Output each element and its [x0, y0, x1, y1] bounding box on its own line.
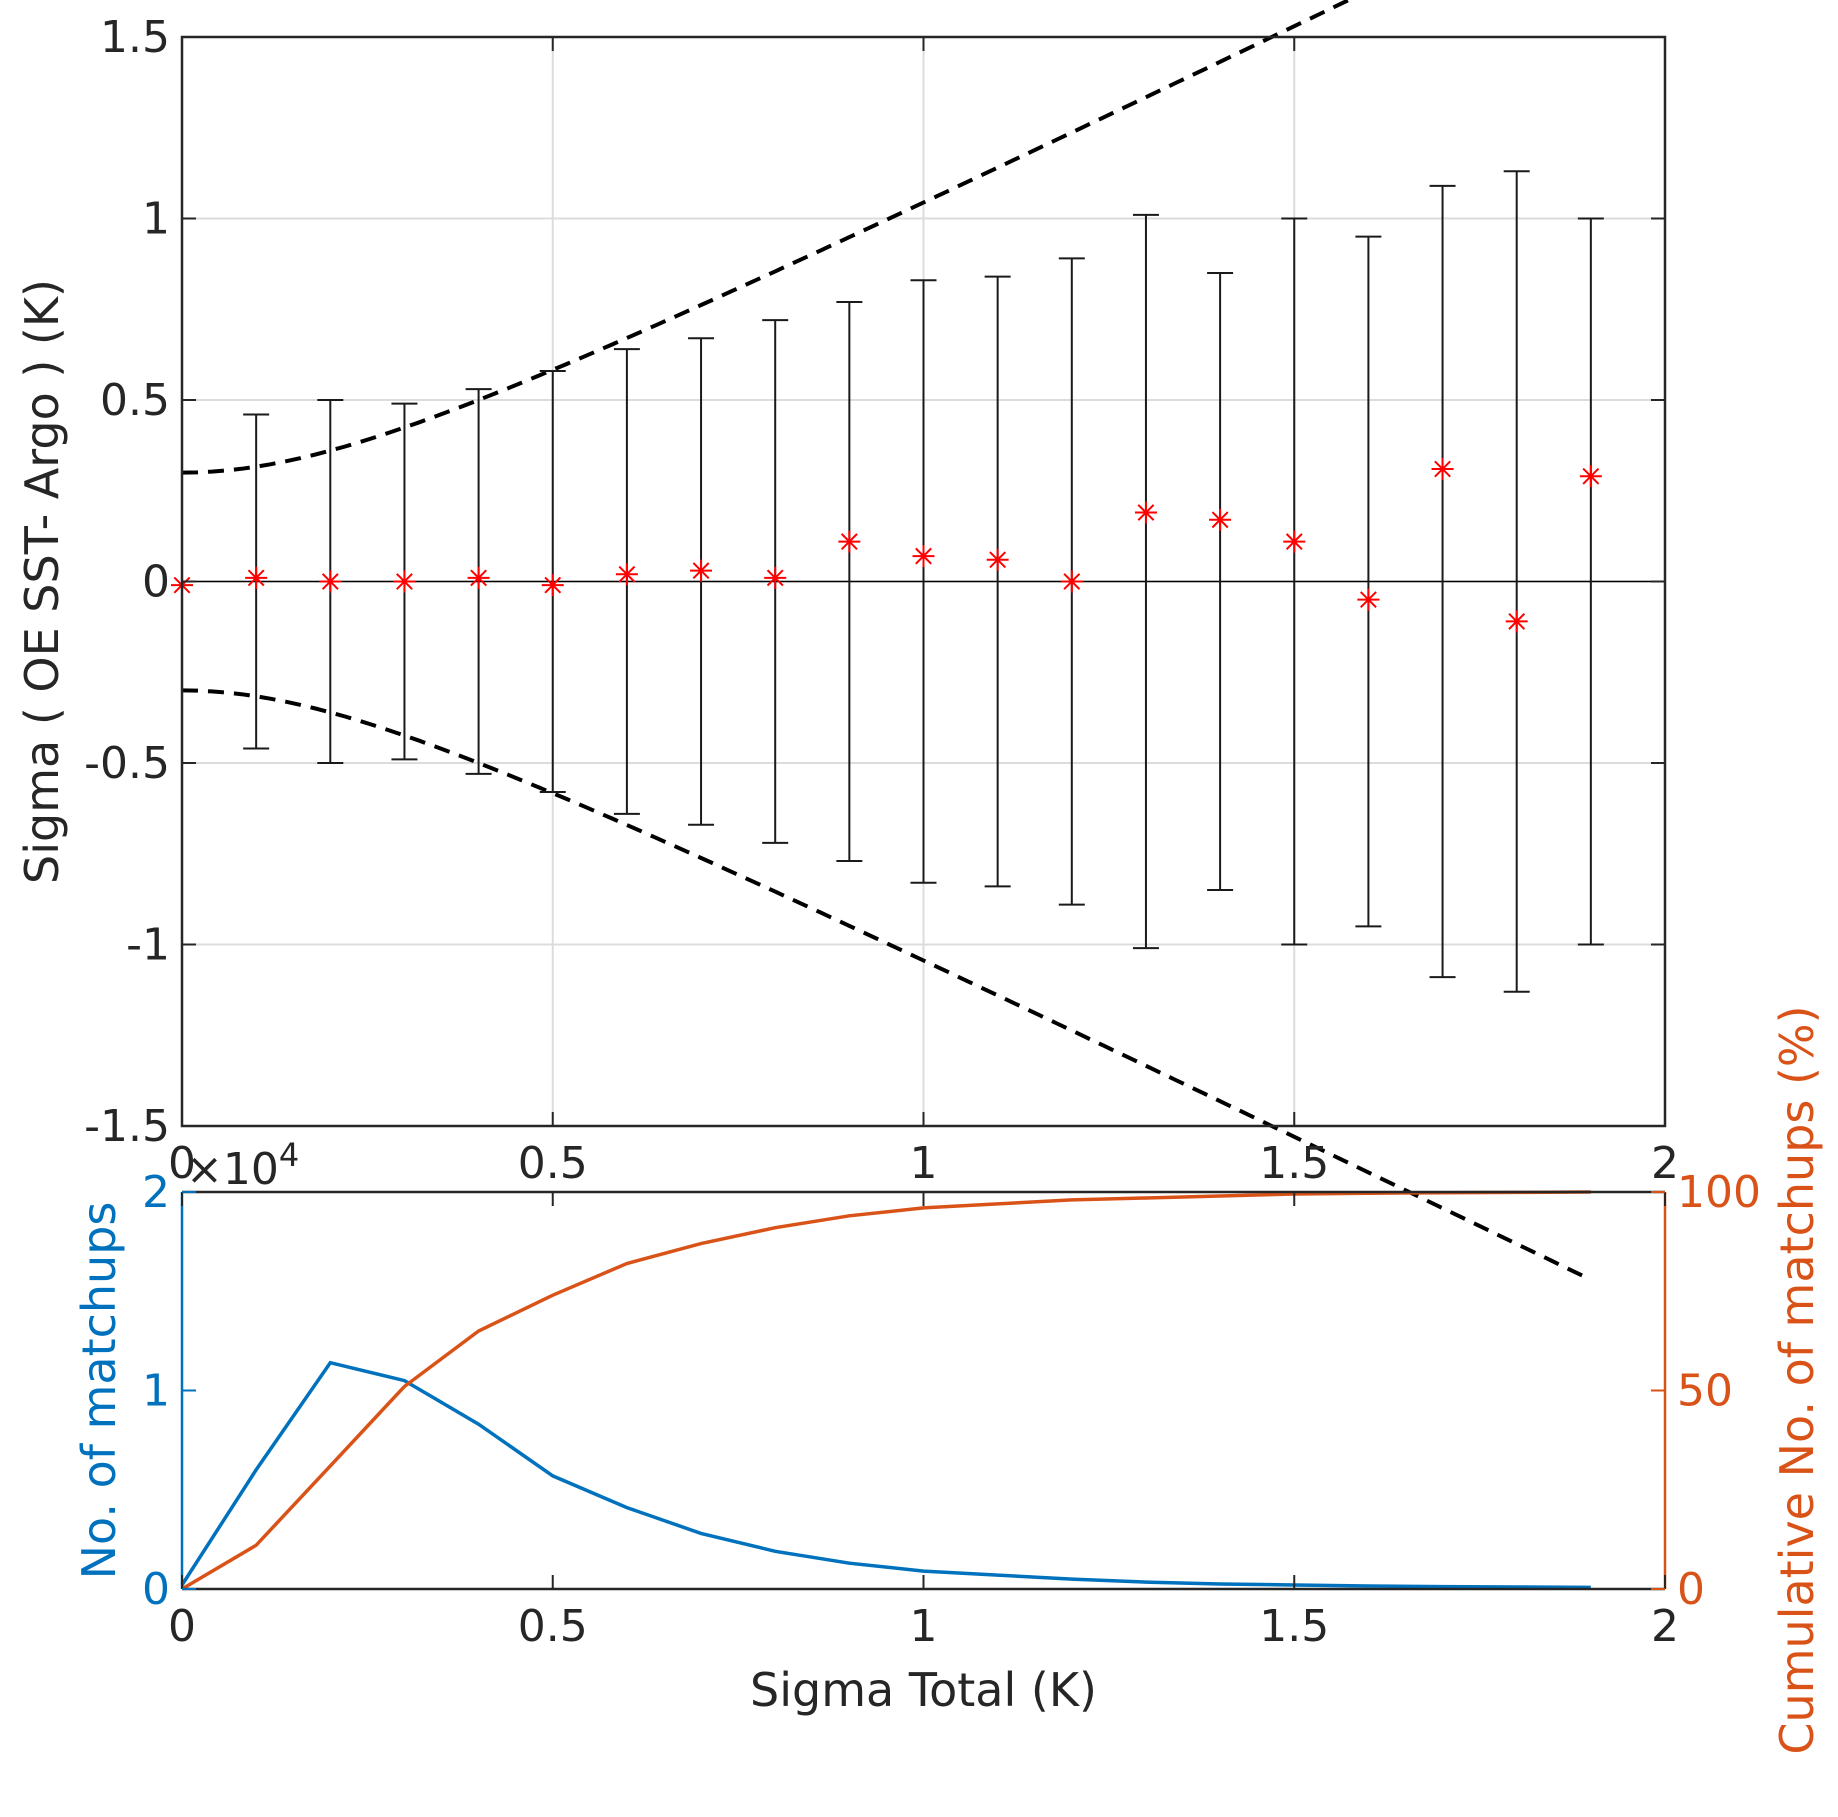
marker-stroke — [618, 565, 636, 583]
dashed-envelope — [181, 0, 1592, 1282]
x-tick-label: 0 — [168, 1138, 196, 1189]
mean-marker — [1209, 508, 1232, 531]
left-axis-exponent: ×104 — [186, 1136, 299, 1195]
cumulative-line — [181, 1190, 1591, 1591]
x-tick-label: 1.5 — [1259, 1138, 1329, 1189]
lower-envelope-line — [181, 688, 1592, 1282]
x-tick-label: 0 — [168, 1601, 196, 1652]
x-tick-label: 1.5 — [1259, 1601, 1329, 1652]
histogram-lines — [180, 1190, 1667, 1591]
marker-stroke — [692, 562, 710, 580]
mean-marker — [1579, 465, 1602, 488]
matchups-line — [180, 1360, 1591, 1590]
bottom-axes-box — [182, 1192, 1665, 1589]
mean-marker — [541, 574, 564, 597]
marker-stroke — [766, 569, 784, 587]
mean-marker — [615, 563, 638, 586]
y-tick-label: 1.5 — [100, 12, 170, 63]
marker-stroke — [1508, 613, 1526, 630]
marker-stroke — [1211, 511, 1229, 529]
mean-marker — [764, 566, 787, 589]
x-tick-label: 0.5 — [518, 1601, 588, 1652]
x-tick-label: 1 — [910, 1601, 938, 1652]
mean-marker — [1505, 610, 1528, 633]
x-tick-label: 2 — [1651, 1138, 1679, 1189]
left-y-tick-label: 0 — [142, 1564, 170, 1615]
left-y-tick-label: 1 — [142, 1366, 170, 1417]
marker-stroke — [544, 576, 562, 594]
exponent-power: 4 — [279, 1136, 299, 1174]
mean-markers — [171, 457, 1602, 633]
marker-stroke — [470, 569, 488, 587]
marker-stroke — [247, 569, 265, 587]
top-y-axis-label: Sigma ( OE SST- Argo ) (K) — [15, 279, 69, 884]
marker-stroke — [1285, 533, 1303, 550]
mean-marker — [1134, 501, 1157, 524]
marker-stroke — [1582, 467, 1600, 485]
left-y-tick-label: 2 — [142, 1167, 170, 1218]
y-tick-label: -1 — [126, 920, 170, 971]
y-tick-label: 0 — [142, 557, 170, 608]
y-tick-label: -1.5 — [84, 1101, 170, 1152]
marker-stroke — [1137, 504, 1155, 521]
upper-envelope-line — [181, 0, 1354, 475]
marker-stroke — [1434, 460, 1451, 478]
mean-marker — [467, 566, 490, 589]
left-y-axis-label: No. of matchups — [72, 1202, 126, 1580]
exponent-base: ×10 — [186, 1144, 279, 1195]
x-tick-label: 1 — [910, 1138, 938, 1189]
mean-marker — [393, 570, 416, 593]
marker-stroke — [840, 533, 858, 550]
y-tick-label: 1 — [142, 194, 170, 245]
marker-stroke — [915, 547, 932, 565]
mean-marker — [245, 566, 268, 589]
x-tick-label: 2 — [1651, 1601, 1679, 1652]
marker-stroke — [321, 573, 339, 590]
top-ticks: -1.5 -1 -0.5 0 0.5 1 1.5 0 0.5 1 1.5 2 — [84, 12, 1679, 1189]
mean-marker — [1357, 588, 1380, 611]
marker-stroke — [1063, 573, 1081, 590]
mean-marker — [912, 545, 935, 568]
right-y-tick-label: 0 — [1677, 1564, 1705, 1615]
y-tick-label: -0.5 — [84, 738, 170, 789]
right-y-tick-label: 50 — [1677, 1366, 1733, 1417]
top-errorbar-panel: -1.5 -1 -0.5 0 0.5 1 1.5 0 0.5 1 1.5 2 Sigma ( OE S… — [15, 0, 1679, 1282]
mean-marker — [986, 548, 1009, 571]
mean-marker — [838, 530, 861, 553]
mean-marker — [1431, 457, 1454, 480]
marker-stroke — [989, 551, 1007, 569]
right-y-tick-label: 100 — [1677, 1167, 1761, 1218]
marker-stroke — [396, 573, 413, 590]
marker-stroke — [1359, 591, 1377, 609]
x-axis-label: Sigma Total (K) — [750, 1663, 1097, 1717]
y-tick-label: 0.5 — [100, 375, 170, 426]
x-tick-label: 0.5 — [518, 1138, 588, 1189]
mean-marker — [690, 559, 713, 582]
mean-marker — [1060, 570, 1083, 593]
mean-marker — [319, 570, 342, 593]
mean-marker — [1283, 530, 1306, 553]
right-y-axis-label: Cumulative No. of matchups (%) — [1770, 1005, 1824, 1754]
